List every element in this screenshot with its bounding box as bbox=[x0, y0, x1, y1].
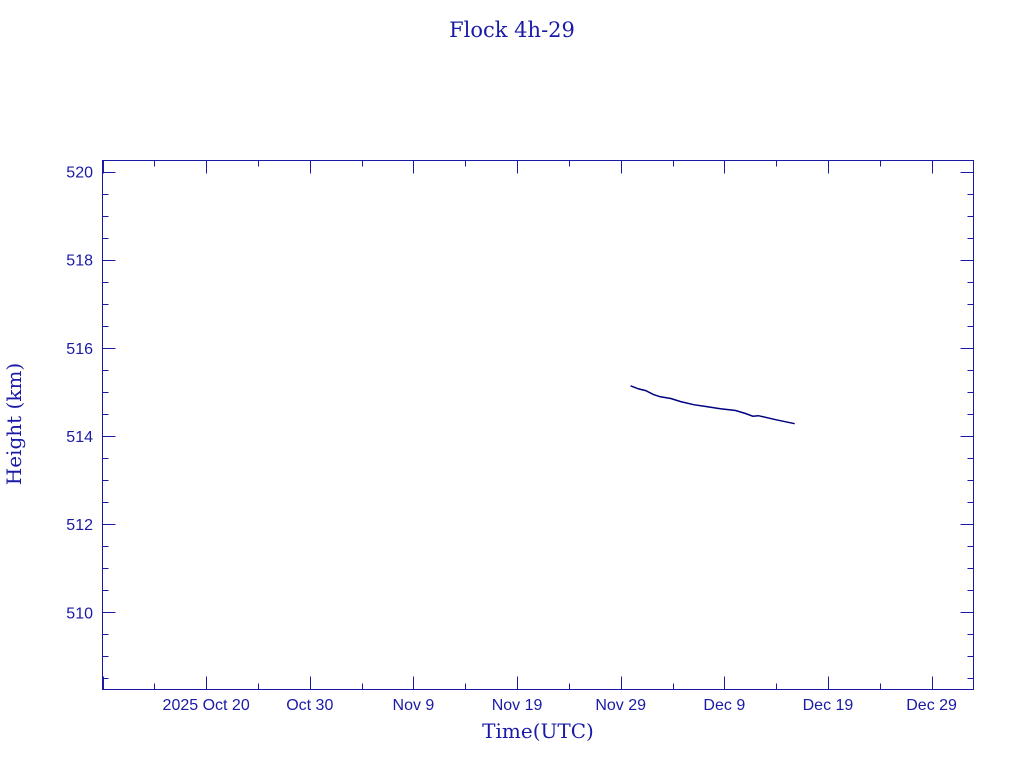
x-tick-label: Dec 29 bbox=[906, 697, 957, 714]
y-tick-label: 514 bbox=[66, 429, 93, 446]
x-tick-label: Dec 9 bbox=[703, 697, 745, 714]
x-tick-labels: 2025 Oct 20 Oct 30 Nov 9 Nov 19 Nov 29 Dec 9 D… bbox=[163, 697, 958, 714]
y-tick-label: 518 bbox=[66, 253, 93, 270]
x-tick-label: Nov 9 bbox=[393, 697, 435, 714]
y-tick-labels: 510 512 514 516 518 520 bbox=[66, 165, 93, 623]
x-tick-label: Dec 19 bbox=[803, 697, 854, 714]
y-tick-label: 510 bbox=[66, 605, 93, 622]
y-tick-label: 520 bbox=[66, 165, 93, 182]
series-line-height bbox=[630, 385, 795, 425]
x-tick-label: Nov 19 bbox=[492, 697, 543, 714]
x-axis-label: Time(UTC) bbox=[482, 719, 594, 743]
plot-frame bbox=[102, 160, 974, 690]
x-tick-label: Oct 30 bbox=[286, 697, 333, 714]
x-tick-label: Nov 29 bbox=[595, 697, 646, 714]
y-axis-label: Height (km) bbox=[2, 363, 26, 485]
axis-ticks bbox=[102, 160, 974, 690]
chart-title: Flock 4h-29 bbox=[449, 18, 575, 42]
x-tick-label: 2025 Oct 20 bbox=[163, 697, 250, 714]
y-tick-label: 516 bbox=[66, 341, 93, 358]
y-tick-label: 512 bbox=[66, 517, 93, 534]
